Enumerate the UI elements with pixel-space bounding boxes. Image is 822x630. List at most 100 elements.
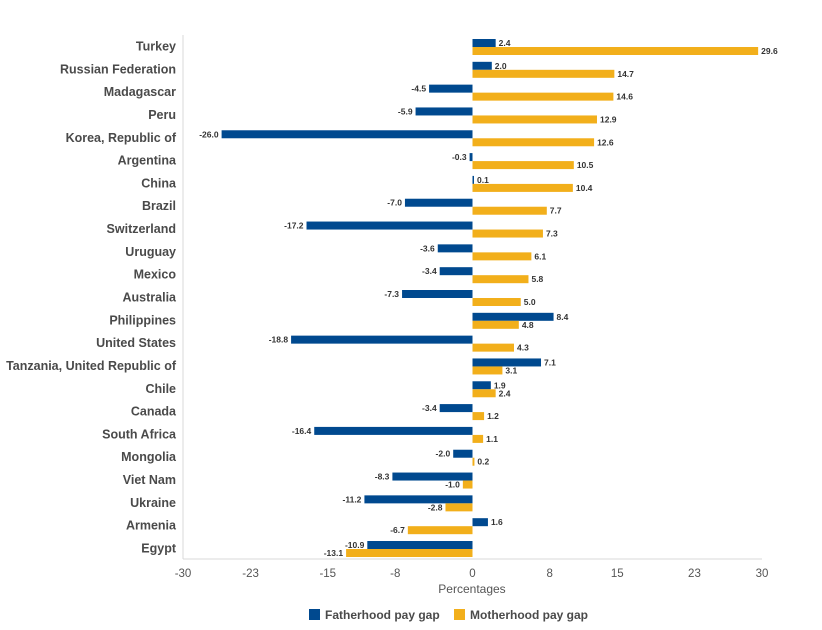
fatherhood-bar-australia [402,290,473,298]
category-label-armenia: Armenia [126,519,177,533]
motherhood-bar-philippines [472,320,519,329]
motherhood-value-label-russian-federation: 14.7 [617,69,634,79]
motherhood-bar-tanzania-united-republic-of [472,366,503,375]
fatherhood-value-label-uruguay: -3.6 [420,243,435,253]
x-tick-label: -23 [242,568,259,580]
motherhood-value-label-canada: 1.2 [487,411,499,421]
motherhood-bar-united-states [472,343,514,352]
fatherhood-bar-switzerland [306,221,473,230]
x-tick-label: -15 [319,568,336,580]
motherhood-bar-canada [472,412,485,421]
x-tick-label: 0 [469,568,475,580]
fatherhood-bar-turkey [472,39,496,47]
motherhood-value-label-united-states: 4.3 [517,343,529,353]
motherhood-bar-madagascar [472,92,614,101]
fatherhood-bar-mongolia [453,449,473,458]
motherhood-bar-brazil [472,206,547,215]
motherhood-value-label-china: 10.4 [576,183,593,193]
fatherhood-value-label-brazil: -7.0 [387,198,402,208]
motherhood-bar-armenia [407,526,473,535]
x-tick-label: 8 [546,568,552,580]
motherhood-bar-ukraine [445,503,473,512]
fatherhood-bar-korea-republic-of [221,130,473,139]
motherhood-value-label-chile: 2.4 [499,388,511,398]
category-label-madagascar: Madagascar [104,85,176,99]
category-label-mongolia: Mongolia [121,450,177,464]
fatherhood-value-label-egypt: -10.9 [345,540,365,550]
category-label-switzerland: Switzerland [107,222,176,236]
legend: Fatherhood pay gap Motherhood pay gap [309,608,588,622]
motherhood-bar-china [472,183,573,192]
motherhood-bar-australia [472,298,521,306]
category-label-mexico: Mexico [134,268,177,282]
motherhood-bar-uruguay [472,252,532,261]
motherhood-bar-peru [472,115,597,124]
fatherhood-bar-mexico [439,267,473,276]
fatherhood-bar-egypt [367,541,473,549]
fatherhood-value-label-canada: -3.4 [422,403,437,413]
category-label-brazil: Brazil [142,199,176,213]
motherhood-value-label-switzerland: 7.3 [546,229,558,239]
category-label-philippines: Philippines [109,313,176,327]
legend-swatch-fatherhood [309,609,320,620]
fatherhood-value-label-chile: 1.9 [494,380,506,390]
category-label-canada: Canada [131,405,177,419]
fatherhood-bar-ukraine [364,495,473,504]
category-label-ukraine: Ukraine [130,496,176,510]
motherhood-value-label-armenia: -6.7 [390,525,405,535]
fatherhood-bar-south-africa [314,426,473,435]
fatherhood-value-label-madagascar: -4.5 [411,84,426,94]
fatherhood-bar-philippines [472,312,554,321]
motherhood-value-label-viet-nam: -1.0 [445,480,460,490]
fatherhood-value-label-united-states: -18.8 [269,335,289,345]
category-label-viet-nam: Viet Nam [123,473,176,487]
fatherhood-bar-united-states [291,335,473,344]
fatherhood-value-label-china: 0.1 [477,175,489,185]
motherhood-value-label-egypt: -13.1 [324,548,344,558]
motherhood-value-label-uruguay: 6.1 [534,251,546,261]
motherhood-value-label-peru: 12.9 [600,114,617,124]
category-label-tanzania-united-republic-of: Tanzania, United Republic of [6,359,177,373]
x-tick-label: -30 [175,568,192,580]
motherhood-bar-viet-nam [462,480,473,489]
category-label-argentina: Argentina [118,154,177,168]
motherhood-value-label-argentina: 10.5 [577,160,594,170]
fatherhood-value-label-philippines: 8.4 [557,312,569,322]
motherhood-value-label-brazil: 7.7 [550,206,562,216]
fatherhood-value-label-mexico: -3.4 [422,266,437,276]
x-tick-label: 23 [688,568,701,580]
category-label-peru: Peru [148,108,176,122]
value-labels: 2.4 29.6 2.0 14.7 -4.5 14.6 -5.9 12.9 -26.0 12.6 -… [199,38,778,558]
category-labels: Turkey Russian Federation Madagascar Peru Ko… [6,40,177,556]
x-tick-labels: -30 -23 -15 -8 0 8 15 23 30 [175,568,769,580]
motherhood-value-label-madagascar: 14.6 [616,92,633,102]
motherhood-value-label-korea-republic-of: 12.6 [597,137,614,147]
motherhood-bar-south-africa [472,434,484,443]
motherhood-value-label-philippines: 4.8 [522,320,534,330]
motherhood-value-label-turkey: 29.6 [761,46,778,56]
motherhood-bar-switzerland [472,229,543,238]
category-label-korea-republic-of: Korea, Republic of [66,131,177,145]
fatherhood-bar-peru [415,107,473,116]
fatherhood-bar-canada [439,404,473,413]
legend-label-motherhood: Motherhood pay gap [470,608,588,622]
fatherhood-value-label-ukraine: -11.2 [343,494,362,504]
fatherhood-bar-chile [472,381,491,390]
fatherhood-value-label-tanzania-united-republic-of: 7.1 [544,357,556,367]
fatherhood-bar-china [472,175,474,184]
category-label-turkey: Turkey [136,40,176,54]
legend-swatch-motherhood [454,609,465,620]
motherhood-value-label-australia: 5.0 [524,297,536,307]
category-label-china: China [141,176,177,190]
category-label-uruguay: Uruguay [125,245,176,259]
category-label-united-states: United States [96,336,176,350]
fatherhood-value-label-south-africa: -16.4 [292,426,312,436]
fatherhood-value-label-mongolia: -2.0 [436,449,451,459]
x-tick-label: 30 [756,568,769,580]
motherhood-bar-egypt [346,549,473,557]
fatherhood-value-label-russian-federation: 2.0 [495,61,507,71]
x-axis-title: Percentages [438,582,505,596]
fatherhood-bar-brazil [404,198,473,207]
fatherhood-bar-viet-nam [392,472,473,481]
